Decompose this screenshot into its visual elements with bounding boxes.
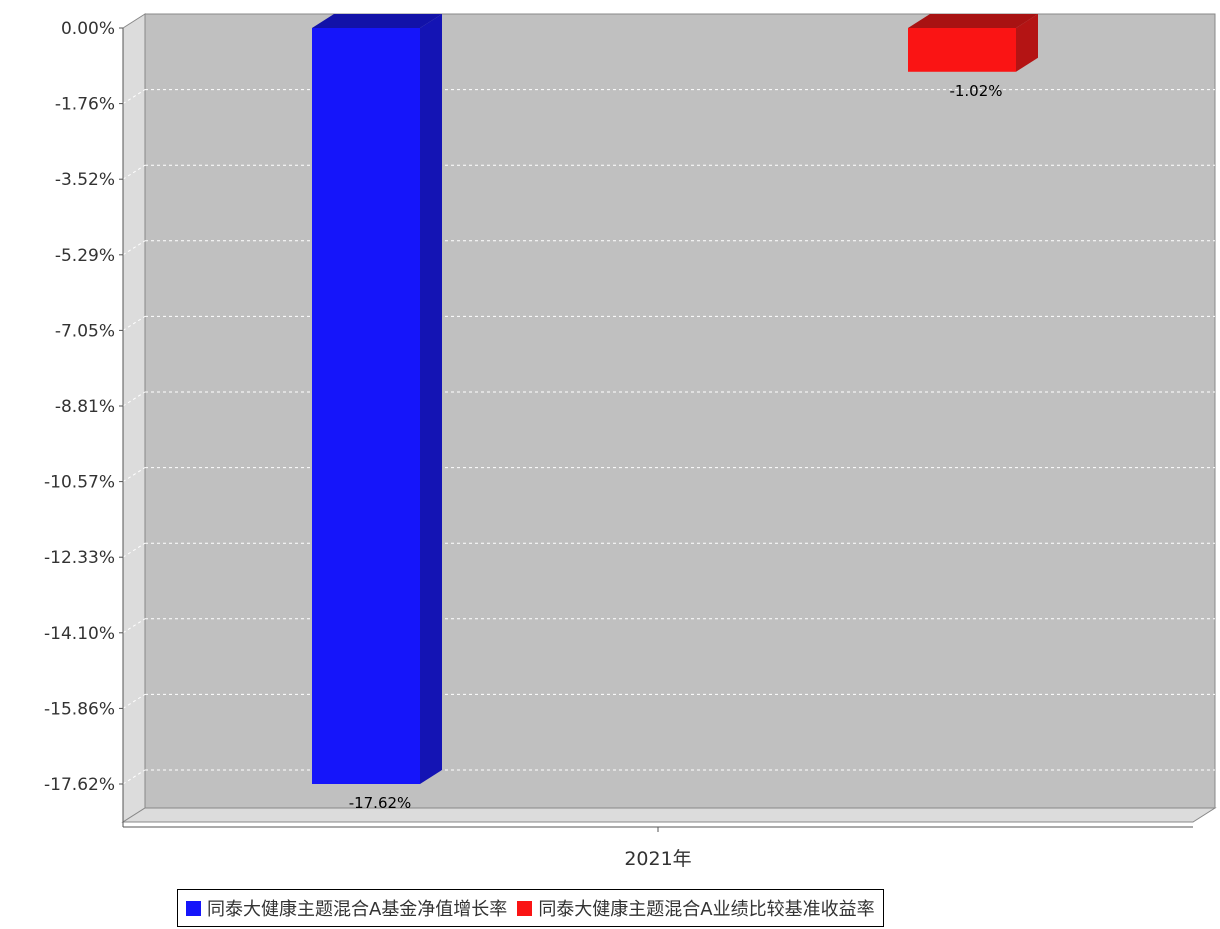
bar-0 — [312, 28, 420, 784]
bar-value-label: -1.02% — [949, 82, 1002, 100]
grid-line-side — [122, 467, 146, 483]
x-category-label: 2021年 — [624, 848, 691, 870]
y-tick-label: -14.10% — [44, 624, 115, 644]
y-tick-label: -1.76% — [55, 95, 115, 115]
bar-top-1 — [908, 14, 1038, 28]
legend-item-benchmark: 同泰大健康主题混合A业绩比较基准收益率 — [517, 895, 875, 921]
grid-line-side — [122, 618, 146, 634]
y-tick-label: -3.52% — [55, 170, 115, 190]
legend-item-nav-growth: 同泰大健康主题混合A基金净值增长率 — [186, 895, 507, 921]
legend-swatch-red — [517, 900, 533, 916]
legend-label: 同泰大健康主题混合A基金净值增长率 — [207, 899, 508, 920]
grid-line-side — [122, 769, 146, 785]
grid-line-side — [122, 315, 146, 331]
y-tick-label: 0.00% — [61, 19, 115, 39]
y-tick-label: -7.05% — [55, 321, 115, 341]
grid-line-side — [122, 542, 146, 558]
bar-side-0 — [420, 14, 442, 784]
grid-line-side — [122, 89, 146, 105]
legend-swatch-blue — [186, 900, 201, 916]
y-tick-label: -5.29% — [55, 246, 115, 266]
bar-top-0 — [312, 14, 442, 28]
y-tick-label: -12.33% — [44, 548, 115, 568]
grid-line-side — [122, 693, 146, 709]
plot-floor — [121, 807, 1217, 823]
chart-legend: 同泰大健康主题混合A基金净值增长率 同泰大健康主题混合A业绩比较基准收益率 — [177, 889, 884, 927]
bar-side-1 — [1016, 14, 1038, 72]
bar-value-label: -17.62% — [349, 794, 412, 812]
y-tick-label: -15.86% — [44, 699, 115, 719]
bar-1 — [908, 28, 1016, 72]
legend-label: 同泰大健康主题混合A业绩比较基准收益率 — [538, 899, 875, 920]
grid-line-side — [122, 391, 146, 407]
y-tick-label: -8.81% — [55, 397, 115, 417]
y-tick-label: -10.57% — [44, 473, 115, 493]
plot-left-wall — [122, 13, 146, 823]
plot-back-wall — [144, 13, 1216, 809]
grid-line-side — [122, 164, 146, 180]
grid-line-side — [122, 240, 146, 256]
y-tick-label: -17.62% — [44, 775, 115, 795]
